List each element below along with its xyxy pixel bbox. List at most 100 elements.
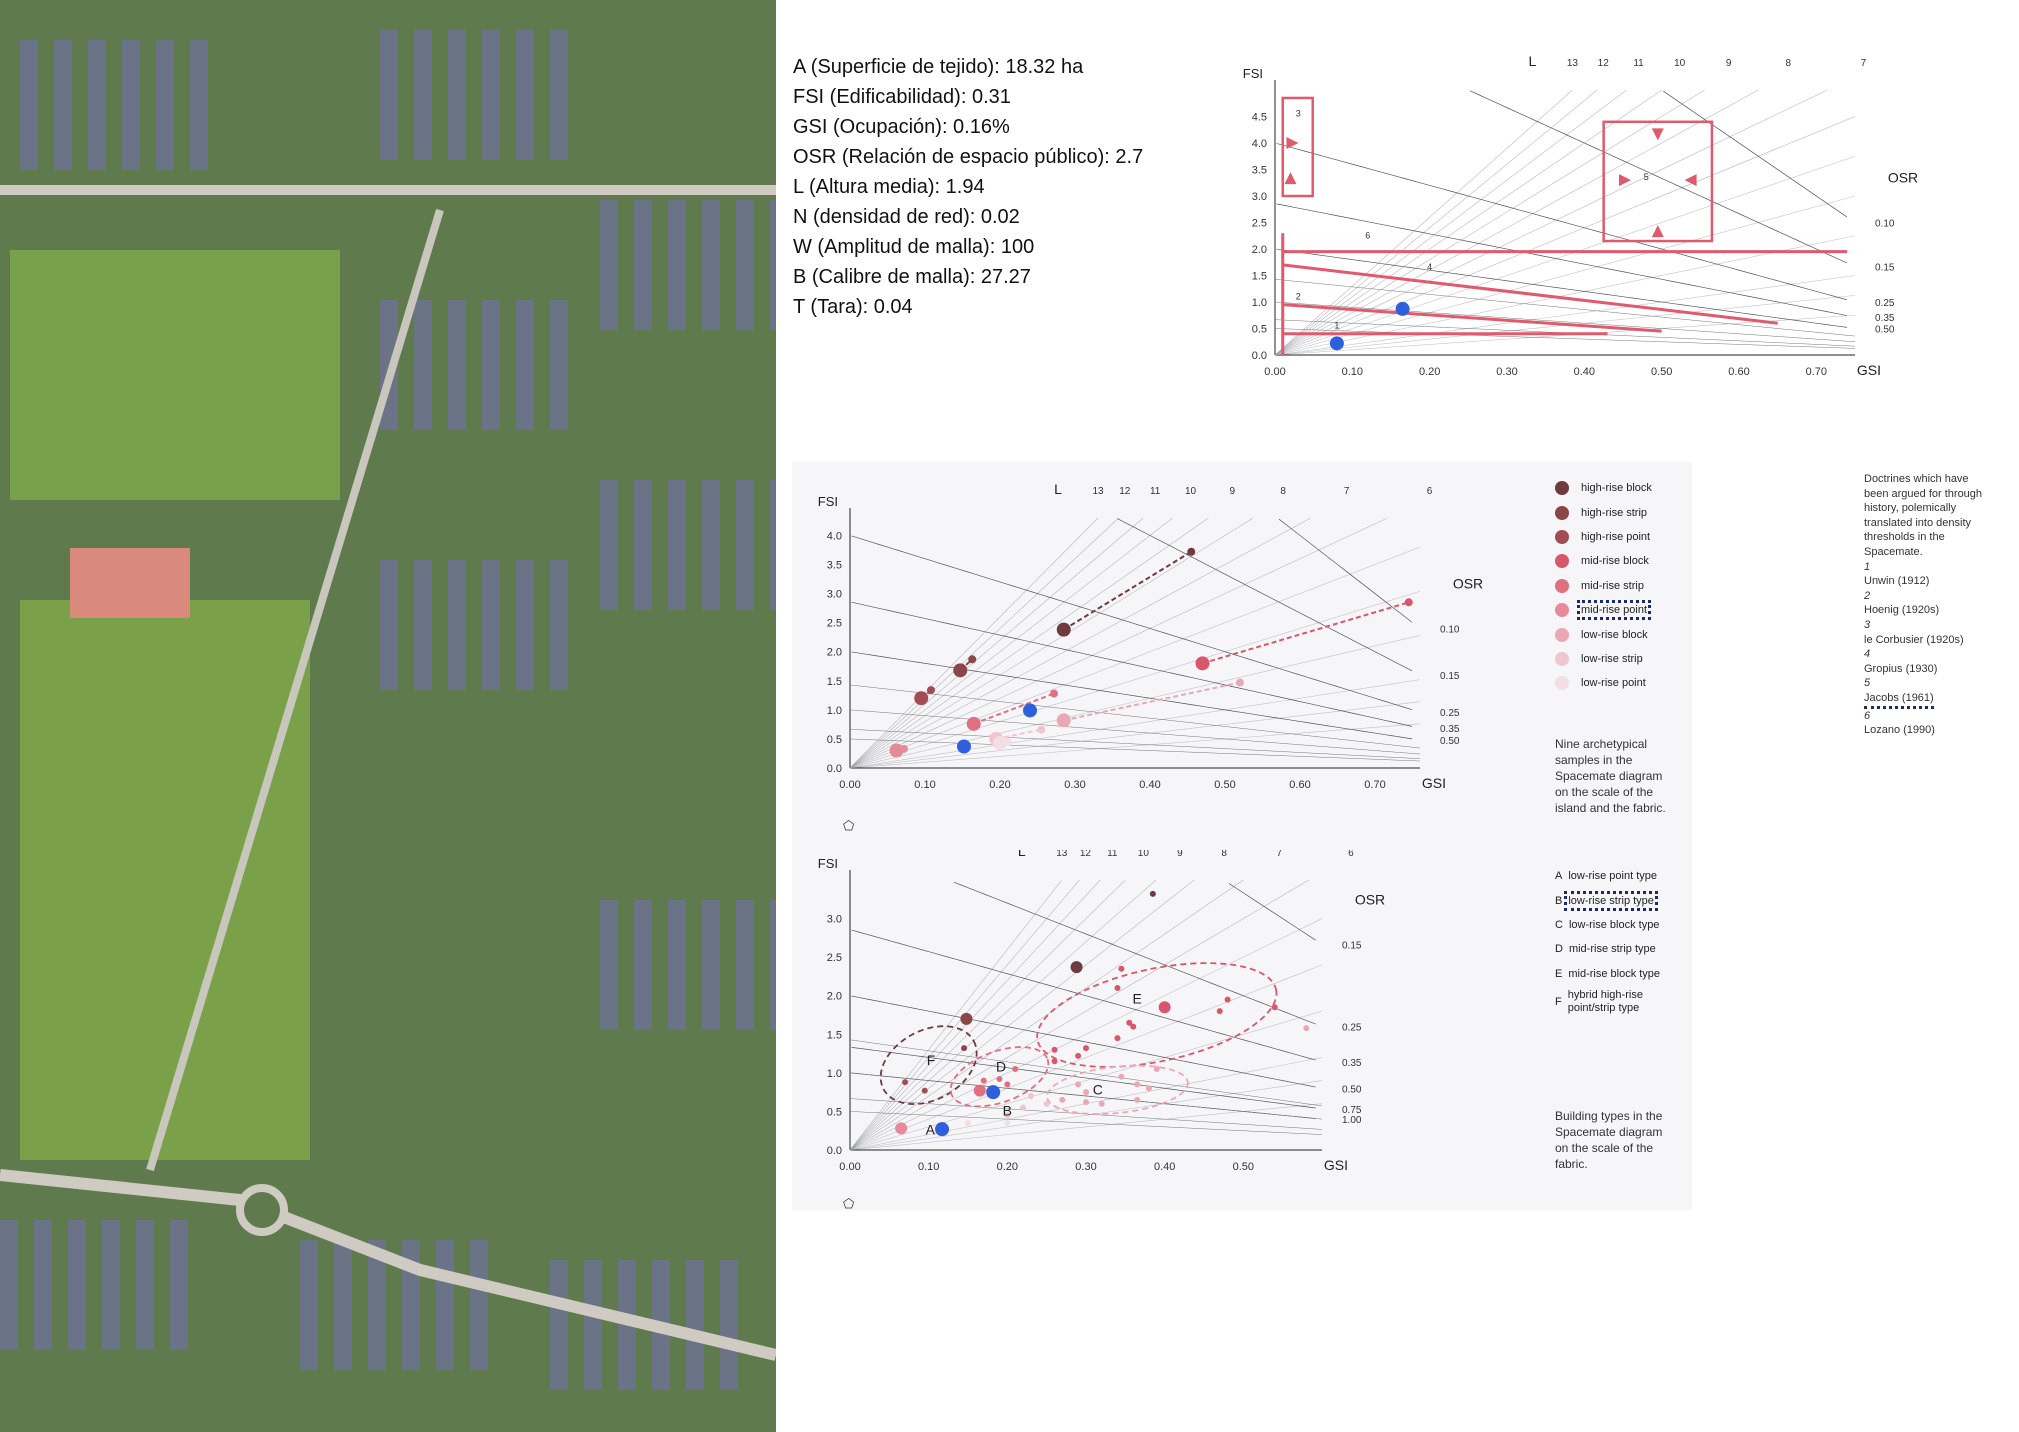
osr-line xyxy=(1469,90,1848,264)
legend-item: mid-rise block xyxy=(1555,549,1652,573)
y-tick-label: 0.0 xyxy=(1252,350,1267,362)
building-roof xyxy=(368,1240,386,1370)
building-type-caption: Building types in the Spacemate diagram … xyxy=(1555,1109,1663,1171)
park-field xyxy=(20,600,310,1160)
doctrine-4-line xyxy=(1282,263,1778,325)
spacemate-building-types-chart: 0.00 0.10 0.20 0.30 0.40 0.50 0.0 0.5 1.0 1.5 2.0 2… xyxy=(818,850,1385,1173)
l-line xyxy=(849,1080,1323,1151)
type-data-point xyxy=(1114,1035,1121,1042)
legend-swatch xyxy=(1555,603,1569,618)
series-data-point xyxy=(1056,622,1071,637)
type-data-point xyxy=(980,1077,987,1084)
l-line xyxy=(849,879,1063,1151)
doctrine-number: 3 xyxy=(1864,618,1871,631)
building-roof xyxy=(702,200,720,330)
type-data-point xyxy=(965,1120,971,1126)
archetype-legend: high-rise block high-rise strip high-rise … xyxy=(1555,476,1652,696)
x-axis-label: GSI xyxy=(1857,362,1881,378)
building-roof xyxy=(686,1260,704,1390)
osr-line xyxy=(849,1072,1323,1120)
osr-value-label: 0.35 xyxy=(1342,1058,1362,1069)
type-data-point xyxy=(1118,1073,1125,1080)
x-tick-label: 0.30 xyxy=(1064,779,1085,791)
osr-line xyxy=(1276,203,1847,316)
y-tick-label: 4.0 xyxy=(827,530,842,542)
legend-label: high-rise point xyxy=(1581,530,1651,543)
type-data-point xyxy=(1145,1085,1152,1092)
l-line xyxy=(849,1010,1323,1151)
building-roof xyxy=(88,40,106,170)
legend-item: low-rise block xyxy=(1555,622,1652,646)
stat-line: L (Altura media): 1.94 xyxy=(793,176,985,198)
legend-letter: D xyxy=(1555,943,1563,956)
l-line xyxy=(849,879,1157,1151)
doctrine-name: Jacobs (1961) xyxy=(1864,691,1934,709)
osr-line xyxy=(851,929,1316,1061)
building-roof xyxy=(516,560,534,690)
type-data-point xyxy=(1130,1023,1137,1030)
type-data-point xyxy=(1004,1081,1011,1088)
type-data-point xyxy=(1134,1081,1141,1088)
legend-swatch xyxy=(1555,481,1569,496)
x-tick-label: 0.30 xyxy=(1075,1161,1096,1173)
legend-label: low-rise strip type xyxy=(1564,890,1658,911)
legend-letter: E xyxy=(1555,967,1563,980)
osr-value-label: 0.25 xyxy=(1342,1023,1362,1034)
legend-label: high-rise strip xyxy=(1581,506,1648,519)
building-roof xyxy=(634,200,652,330)
type-data-point xyxy=(1051,1046,1058,1053)
spacemate-doctrines-chart: 0.00 0.10 0.20 0.30 0.40 0.50 0.60 0.70 0.0 0.5 1.… xyxy=(1243,53,1918,378)
doctrine-arrow xyxy=(1284,172,1297,185)
l-line xyxy=(849,517,1254,769)
y-tick-label: 2.0 xyxy=(827,647,842,659)
legend-item: high-rise block xyxy=(1555,476,1652,500)
roundabout xyxy=(236,1184,288,1236)
type-data-point xyxy=(1083,1045,1089,1052)
type-data-point xyxy=(961,1045,968,1052)
legend-label: low-rise point type xyxy=(1568,870,1657,883)
x-tick-label: 0.20 xyxy=(989,779,1010,791)
site-data-point xyxy=(986,1085,1001,1100)
series-data-point xyxy=(968,655,977,664)
legend-swatch xyxy=(1555,578,1569,593)
l-value-label: 7 xyxy=(1277,850,1283,859)
osr-line xyxy=(1274,279,1856,337)
doctrine-name: Hoenig (1920s) xyxy=(1864,604,1940,617)
building-roof xyxy=(136,1220,154,1350)
osr-value-label: 1.00 xyxy=(1342,1115,1362,1126)
y-tick-label: 3.0 xyxy=(1252,191,1267,203)
building-roof xyxy=(702,480,720,610)
x-tick-label: 0.20 xyxy=(1419,366,1440,378)
series-data-point xyxy=(900,744,908,753)
osr-value-label: 0.15 xyxy=(1875,263,1895,274)
building-roof xyxy=(550,560,568,690)
l-line xyxy=(849,517,1311,769)
series-data-point xyxy=(1037,725,1046,734)
y-tick-label: 1.5 xyxy=(827,1029,842,1041)
l-line xyxy=(849,517,1388,769)
type-data-point xyxy=(1114,985,1121,991)
site-data-point xyxy=(1395,301,1410,316)
l-value-label: 6 xyxy=(1427,486,1433,497)
type-data-point xyxy=(895,1122,908,1135)
building-roof xyxy=(482,300,500,430)
site-data-point xyxy=(935,1122,950,1137)
l-value-label: 10 xyxy=(1185,486,1197,497)
cluster-ellipse xyxy=(1036,962,1278,1068)
l-line xyxy=(849,701,1421,769)
osr-value-label: 0.35 xyxy=(1440,724,1460,735)
l-line xyxy=(849,517,1099,769)
type-data-point xyxy=(902,1079,909,1086)
building-roof xyxy=(34,1220,52,1350)
doctrine-arrow xyxy=(1684,174,1697,187)
building-roof xyxy=(380,560,398,690)
aerial-map-image xyxy=(0,0,776,1432)
osr-line xyxy=(849,728,1421,759)
series-data-point xyxy=(1236,678,1244,687)
doctrine-number-label: 5 xyxy=(1644,172,1649,182)
cluster-label: F xyxy=(927,1052,936,1068)
l-line xyxy=(1274,89,1759,356)
legend-item: low-rise strip xyxy=(1555,647,1652,671)
